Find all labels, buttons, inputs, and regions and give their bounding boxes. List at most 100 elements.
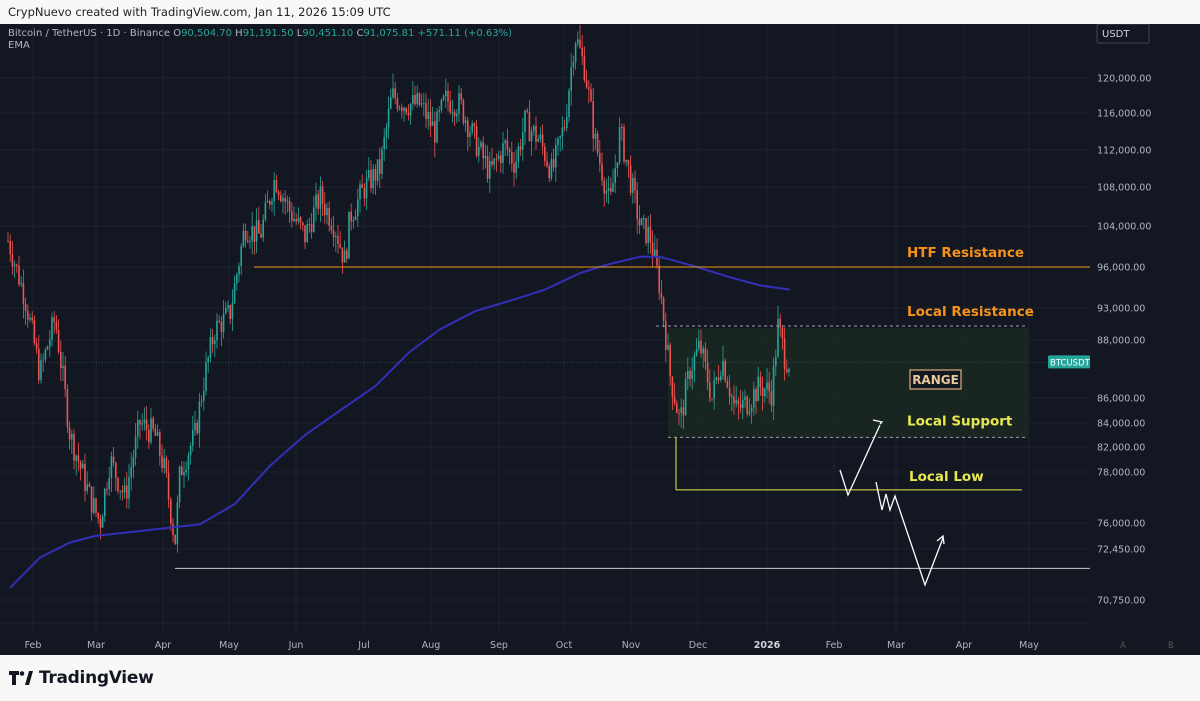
candle-body: [596, 133, 599, 154]
candle-body: [194, 422, 196, 430]
candle-body: [772, 365, 775, 406]
candle-body: [574, 43, 577, 63]
candle-body: [13, 264, 16, 267]
candle-body: [682, 407, 685, 416]
candle-body: [189, 445, 192, 456]
brand-name: TradingView: [39, 668, 154, 688]
candle-body: [220, 321, 223, 333]
scale-log-label[interactable]: B: [1168, 641, 1174, 651]
candle-body: [614, 168, 616, 184]
candle-body: [618, 126, 621, 163]
candle-body: [368, 169, 370, 179]
candle-body: [134, 436, 137, 458]
candle-body: [667, 344, 669, 350]
candle-body: [669, 344, 671, 377]
h-label: H: [235, 28, 243, 39]
candle-body: [148, 429, 150, 443]
candle-body: [150, 418, 152, 443]
candle-body: [636, 190, 638, 220]
candle-body: [187, 455, 190, 470]
candle-body: [612, 183, 614, 192]
price-scale[interactable]: [1090, 24, 1200, 635]
candle-body: [702, 348, 704, 354]
candle-body: [566, 116, 568, 129]
candle-body: [561, 127, 564, 137]
candle-body: [381, 149, 383, 174]
x-tick-label: Jun: [288, 640, 304, 651]
candle-body: [427, 111, 429, 119]
chart-legend: Bitcoin / TetherUS · 1D · Binance O90,50…: [8, 28, 512, 52]
candle-body: [515, 161, 517, 173]
candle-body: [112, 456, 115, 463]
currency-box[interactable]: [1096, 24, 1150, 44]
y-tick-label: 112,000.00: [1097, 146, 1151, 157]
x-tick-label: Nov: [622, 640, 641, 651]
candle-body: [407, 112, 410, 116]
candle-body: [570, 67, 572, 91]
candle-body: [442, 96, 445, 100]
symbol-tag: [1048, 355, 1090, 369]
candle-body: [401, 107, 403, 112]
candle-body: [260, 233, 262, 238]
candle-body: [317, 194, 319, 209]
candle-body: [299, 217, 302, 223]
candle-body: [629, 165, 632, 193]
y-tick-label: 84,000.00: [1097, 419, 1145, 430]
x-tick-label: Jul: [357, 640, 369, 651]
y-tick-label: 70,750.00: [1097, 596, 1145, 607]
candle-body: [126, 485, 128, 499]
candle-body: [95, 498, 97, 513]
candle-body: [46, 346, 49, 350]
candle-body: [640, 218, 643, 226]
candle-body: [638, 219, 641, 226]
candle-body: [722, 360, 724, 376]
scale-auto-label[interactable]: A: [1120, 641, 1126, 651]
candle-body: [143, 419, 146, 424]
candle-body: [447, 90, 449, 102]
candle-body: [376, 159, 379, 181]
candle-body: [557, 138, 559, 145]
candle-body: [603, 180, 605, 194]
candle-body: [621, 126, 623, 128]
candle-body: [192, 429, 194, 446]
candle-body: [350, 211, 352, 222]
candle-body: [27, 310, 29, 320]
candle-body: [123, 485, 126, 493]
candle-body: [788, 369, 790, 373]
candle-body: [673, 396, 676, 404]
candle-body: [236, 274, 238, 284]
candle-body: [491, 161, 493, 165]
candle-body: [383, 136, 385, 150]
low-value: 90,451.10: [302, 28, 354, 39]
candle-body: [163, 457, 165, 469]
candle-body: [178, 466, 181, 503]
candle-body: [720, 375, 722, 381]
change-value: +571.11 (+0.63%): [417, 28, 513, 39]
candle-body: [24, 304, 27, 311]
tradingview-logo[interactable]: TradingView: [9, 668, 154, 688]
candle-body: [394, 88, 396, 99]
candle-body: [676, 403, 678, 413]
candle-body: [684, 378, 687, 416]
candle-body: [390, 97, 392, 109]
candle-body: [409, 103, 412, 116]
candle-body: [482, 142, 484, 159]
candle-body: [563, 127, 566, 129]
y-tick-label: 104,000.00: [1097, 222, 1151, 233]
candle-body: [86, 484, 88, 492]
candle-body: [141, 423, 143, 425]
candle-body: [11, 254, 14, 267]
candle-body: [489, 161, 491, 179]
candle-body: [71, 434, 73, 440]
candle-body: [185, 469, 187, 473]
candle-body: [128, 477, 130, 499]
caption-bar: CrypNuevo created with TradingView.com, …: [0, 0, 1200, 24]
candle-body: [524, 110, 526, 133]
candle-body: [616, 162, 619, 169]
price-chart[interactable]: 100,000.0094,312.4084,804.2380,600.0074,…: [0, 24, 1200, 655]
candle-body: [106, 489, 108, 491]
candle-body: [412, 95, 414, 104]
candle-body: [196, 422, 198, 434]
candle-body: [218, 320, 220, 322]
candle-body: [352, 219, 355, 222]
